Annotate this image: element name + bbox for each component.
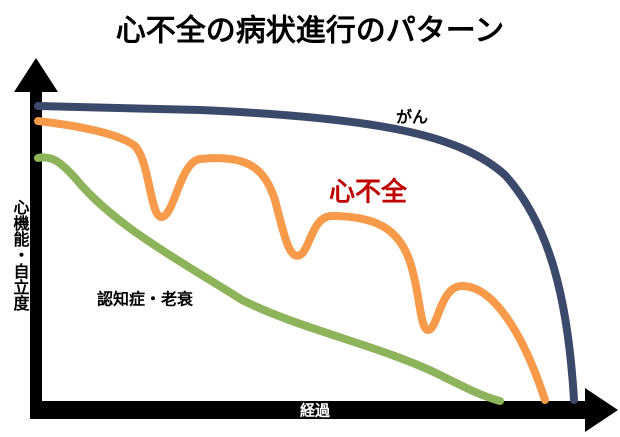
heart-failure-curve [34,117,549,404]
curve-label: 認知症・老衰 [97,290,194,309]
x-axis [30,401,590,419]
curve-label: 心不全 [329,177,408,208]
x-axis-label: 経過 [300,402,331,420]
y-axis-label: 心機能・自立度 [11,199,30,312]
dementia-curve [34,153,504,405]
cancer-curve [34,102,578,404]
x-axis-arrow [585,388,618,432]
curve-label: がん [396,108,428,127]
title: 心不全の病状進行のパターン [116,14,505,49]
y-axis [30,85,42,415]
y-axis-arrow [14,58,58,92]
